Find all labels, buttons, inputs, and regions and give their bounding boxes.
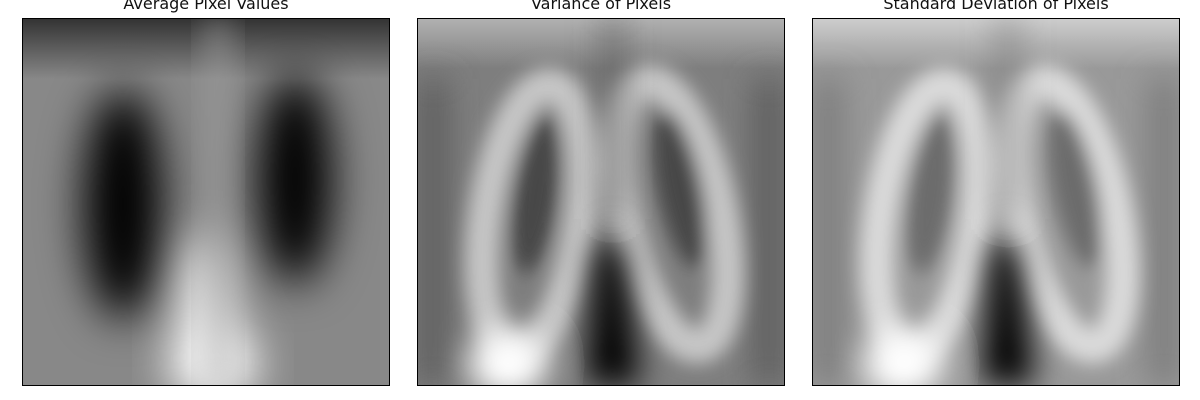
heatmap-stddev-right-dark: [1047, 110, 1103, 268]
heatmap-mean-center-band: [203, 19, 233, 385]
heatmap-variance-right-edge: [754, 79, 784, 385]
heatmap-stddev-right-edge: [1149, 79, 1179, 385]
heatmap-stddev-center-dark: [981, 236, 1035, 385]
chart-panel-stddev: Standard Deviation of Pixels: [812, 0, 1180, 386]
heatmap-mean-right-lobe: [257, 74, 333, 284]
chart-panel-mean: Average Pixel Values: [22, 0, 390, 386]
heatmap-mean: [22, 18, 390, 386]
heatmap-variance-bright-left: [468, 330, 548, 385]
heatmap-variance-left-dark: [511, 114, 561, 274]
heatmap-mean-left-lobe: [83, 89, 163, 319]
chart-title-mean: Average Pixel Values: [123, 0, 289, 13]
heatmap-variance-right-dark: [652, 110, 708, 268]
heatmap-variance-right-ring: [601, 64, 745, 364]
heatmap-variance-center-band: [601, 19, 625, 219]
heatmap-stddev: [812, 18, 1180, 386]
chart-title-stddev: Standard Deviation of Pixels: [883, 0, 1109, 13]
heatmap-stddev-svg: [813, 19, 1179, 385]
heatmap-variance-svg: [418, 19, 784, 385]
heatmap-stddev-left-edge: [813, 79, 843, 385]
heatmap-stddev-bright-left: [863, 330, 943, 385]
heatmap-stddev-left-dark: [906, 114, 956, 274]
heatmap-variance-left-edge: [418, 79, 448, 385]
chart-title-variance: Variance of Pixels: [530, 0, 672, 13]
chart-panel-variance: Variance of Pixels: [417, 0, 785, 386]
heatmap-stddev-center-band: [996, 19, 1020, 219]
heatmap-variance: [417, 18, 785, 386]
heatmap-variance-center-dark: [586, 236, 640, 385]
heatmap-mean-svg: [23, 19, 389, 385]
heatmap-stddev-right-ring: [996, 64, 1140, 364]
